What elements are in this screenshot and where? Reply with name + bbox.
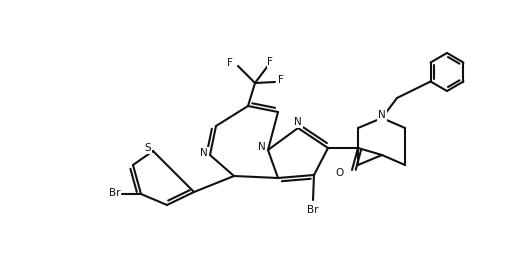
- Text: N: N: [258, 142, 266, 152]
- Text: S: S: [145, 143, 151, 153]
- Text: F: F: [278, 75, 284, 85]
- Text: N: N: [294, 117, 302, 127]
- Text: N: N: [200, 148, 208, 158]
- Text: Br: Br: [307, 205, 319, 215]
- Text: O: O: [335, 168, 344, 178]
- Text: N: N: [378, 110, 386, 120]
- Text: Br: Br: [109, 188, 120, 198]
- Text: F: F: [267, 57, 273, 67]
- Text: F: F: [227, 58, 233, 68]
